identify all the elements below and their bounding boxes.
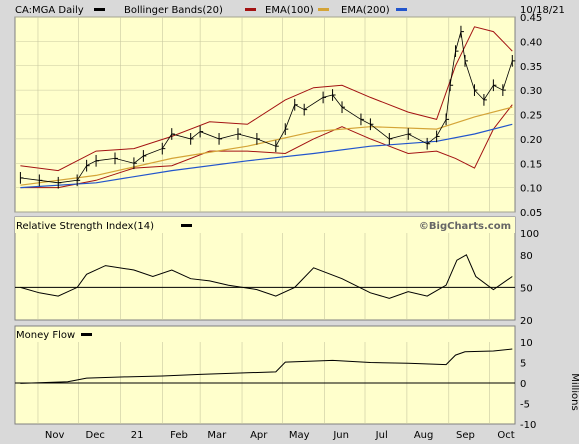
y-tick-label: 0.05 (520, 208, 542, 219)
rsi-title-box (15, 217, 515, 233)
x-tick-label: Nov (45, 430, 65, 441)
y-tick-label: 0.20 (520, 135, 542, 146)
x-axis: Nov Dec 21 Feb Mar Apr May Jun Jul Aug Sep Oct (45, 430, 515, 441)
rsi-axis: 100 80 50 20 (520, 229, 539, 327)
rsi-line (20, 254, 513, 299)
money-flow-axis: 10 5 0 -5 -10 (520, 338, 536, 431)
y-tick-label: 80 (520, 251, 533, 262)
y-tick-label: -5 (520, 400, 530, 411)
money-flow-grid (15, 342, 515, 424)
legend-bollinger-swatch (245, 8, 256, 11)
x-tick-label: Jun (332, 430, 349, 441)
bollinger-bands (20, 26, 513, 189)
y-tick-label: 0.30 (520, 86, 542, 97)
money-flow-panel: Money Flow 10 5 0 -5 -10 Millions (14, 325, 579, 431)
y-tick-label: 10 (520, 338, 533, 349)
y-tick-label: 0.35 (520, 62, 542, 73)
x-tick-label: Dec (86, 430, 105, 441)
y-tick-label: 0.15 (520, 159, 542, 170)
x-tick-label: Oct (497, 430, 514, 441)
ema200-line (20, 123, 513, 189)
money-flow-series-line (20, 348, 513, 384)
money-flow-title-swatch (81, 333, 92, 336)
y-tick-label: -10 (520, 420, 536, 431)
x-tick-label: Aug (414, 430, 434, 441)
price-bars (19, 25, 516, 189)
x-tick-label: May (289, 430, 310, 441)
x-tick-label: Mar (207, 430, 227, 441)
x-tick-label: Apr (250, 430, 268, 441)
rsi-title: Relative Strength Index(14) (16, 221, 154, 232)
y-tick-label: 0 (520, 379, 526, 390)
legend-ema100-label: EMA(100) (265, 5, 314, 16)
rsi-series-line (20, 254, 513, 299)
money-flow-line (20, 348, 513, 384)
price-panel: 0.45 0.40 0.35 0.30 0.25 0.20 0.15 0.10 0.05 (14, 13, 542, 219)
money-flow-title: Money Flow (16, 330, 75, 341)
rsi-watermark: ©BigCharts.com (419, 221, 511, 232)
legend-symbol-label: CA:MGA Daily (15, 5, 84, 16)
price-axis: 0.45 0.40 0.35 0.30 0.25 0.20 0.15 0.10 0.05 (520, 13, 542, 219)
y-tick-label: 20 (520, 316, 533, 327)
y-tick-label: 0.10 (520, 184, 542, 195)
x-tick-label: Sep (456, 430, 475, 441)
legend-symbol-swatch (94, 8, 105, 11)
y-tick-label: 50 (520, 283, 533, 294)
ema100-line (20, 106, 513, 186)
y-tick-label: 0.40 (520, 37, 542, 48)
money-flow-panel-background (14, 325, 516, 425)
x-tick-label: Jul (375, 430, 388, 441)
y-tick-label: 0.25 (520, 111, 542, 122)
bollinger-upper-line (20, 26, 513, 172)
bollinger-lower-line (20, 104, 513, 189)
rsi-panel: Relative Strength Index(14) ©BigCharts.c… (14, 216, 539, 327)
legend-header: CA:MGA Daily Bollinger Bands(20) EMA(100… (15, 5, 565, 16)
price-grid (15, 16, 515, 213)
header-date: 10/18/21 (520, 5, 565, 16)
rsi-title-swatch (181, 224, 192, 227)
y-tick-label: 100 (520, 229, 539, 240)
y-tick-label: 5 (520, 359, 526, 370)
price-trace (20, 31, 513, 184)
rsi-grid (15, 233, 515, 320)
legend-ema100-swatch (318, 8, 329, 11)
ema-lines (20, 106, 513, 189)
legend-ema200-label: EMA(200) (341, 5, 390, 16)
legend-ema200-swatch (396, 8, 407, 11)
legend-bollinger-label: Bollinger Bands(20) (124, 5, 223, 16)
x-tick-label: 21 (131, 430, 144, 441)
y-tick-label: 0.45 (520, 13, 542, 24)
x-tick-label: Feb (170, 430, 188, 441)
money-flow-unit-label: Millions (569, 373, 579, 410)
